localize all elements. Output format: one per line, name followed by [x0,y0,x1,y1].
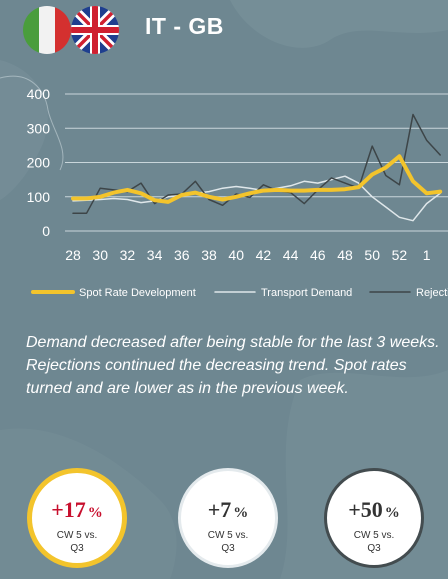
legend-item: Transport Demand [214,287,352,299]
x-tick-label: 30 [92,247,108,263]
legend-item: Spot Rate Development [31,287,196,299]
kpi-value: +50% [327,497,421,523]
kpi-label-line: Q3 [70,543,84,554]
description-line: turned and are lower as in the previous … [26,380,349,397]
chart-grid [65,93,448,232]
page-title: IT - GB [145,13,224,39]
kpi-value: +17% [32,497,122,523]
legend-label: Spot Rate Development [79,287,196,299]
kpi-unit: % [233,505,249,521]
x-tick-label: 50 [364,247,380,263]
kpi-unit: % [87,505,103,521]
italy-flag-icon [23,6,71,54]
kpi-label: CW 5 vs. Q3 [327,529,421,555]
chart-series [71,113,443,222]
y-axis-ticks: 0 100 200 300 400 [27,86,51,239]
description-text: Demand decreased after being stable for … [26,331,448,400]
y-tick-label: 100 [27,189,51,205]
x-axis-ticks: 28 30 32 34 36 38 40 42 44 46 48 50 52 1 [65,247,430,263]
kpi-number: +50 [348,497,383,522]
legend-label: Rejections [416,287,448,299]
x-tick-label: 40 [228,247,244,263]
series-line-3 [72,113,441,214]
legend-label: Transport Demand [261,287,352,299]
x-tick-label: 36 [174,247,190,263]
header: IT - GB [0,0,448,60]
kpi-unit: % [384,505,400,521]
series-line-1 [71,154,443,204]
line-chart: 0 100 200 300 400 28 30 32 34 36 38 40 42 44 46 48 50 52… [27,86,448,299]
x-tick-label: 32 [120,247,136,263]
description-line: Rejections continued the decreasing tren… [26,357,407,374]
x-tick-label: 52 [392,247,408,263]
x-tick-label: 42 [256,247,272,263]
kpi-spot-rate: +17% CW 5 vs. Q3 [27,468,127,568]
kpi-label-line: CW 5 vs. [353,530,395,541]
kpi-label-line: CW 5 vs. [56,530,98,541]
series-line-2 [72,175,441,222]
y-tick-label: 0 [42,223,50,239]
x-tick-label: 46 [310,247,326,263]
description-line: Demand decreased after being stable for … [26,334,440,351]
kpi-label-line: Q3 [367,543,381,554]
x-tick-label: 1 [423,247,431,263]
x-tick-label: 44 [283,247,299,263]
kpi-label: CW 5 vs. Q3 [32,529,122,555]
x-tick-label: 48 [337,247,353,263]
kpi-number: +7 [207,497,232,522]
kpi-label-line: Q3 [221,543,235,554]
kpi-value: +7% [181,497,275,523]
kpi-label: CW 5 vs. Q3 [181,529,275,555]
kpi-transport-demand: +7% CW 5 vs. Q3 [178,468,278,568]
legend-item: Rejections [369,287,448,299]
kpi-number: +17 [51,497,86,522]
uk-flag-icon [71,6,119,54]
y-tick-label: 300 [27,120,51,136]
y-tick-label: 200 [27,155,51,171]
x-tick-label: 34 [147,247,163,263]
kpi-rejections: +50% CW 5 vs. Q3 [324,468,424,568]
y-tick-label: 400 [27,86,51,102]
x-tick-label: 28 [65,247,81,263]
kpi-label-line: CW 5 vs. [207,530,249,541]
chart-legend: Spot Rate Development Transport Demand Rej… [31,287,448,299]
x-tick-label: 38 [201,247,217,263]
